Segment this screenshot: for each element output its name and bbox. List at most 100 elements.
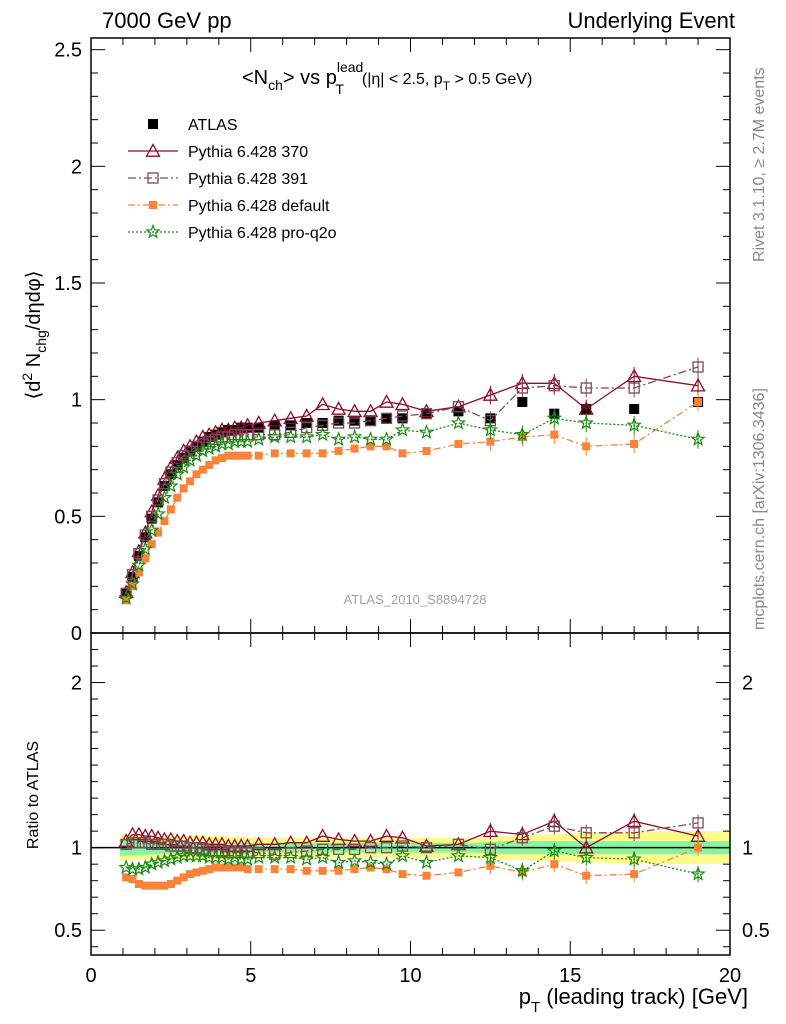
ratio-point [243,865,252,874]
ratio-point [141,881,150,890]
ratio-point [516,832,528,844]
legend-marker [145,143,161,157]
data-point [224,451,233,460]
rivet-info: Rivet 3.1.10, ≥ 2.7M events [751,67,768,262]
ratio-point [380,842,393,854]
data-point [450,414,467,430]
data-point [692,361,704,373]
ratio-point [194,847,211,863]
data-point [194,442,211,458]
data-point [514,426,531,442]
ratio-point [269,848,281,860]
ratio-y-tick-label: 0.5 [54,920,82,942]
ratio-point [214,849,230,865]
x-tick-label: 15 [559,965,581,987]
data-point [147,540,156,549]
ratio-point [302,866,311,875]
data-point [378,431,395,446]
data-point [251,431,267,446]
ratio-point [156,852,173,868]
legend-label: Pythia 6.428 pro-q2o [188,225,337,242]
ratio-y-tick-label-right: 2 [742,673,753,695]
data-point [283,410,299,425]
data-point [254,451,263,460]
ratio-point [364,842,377,854]
data-point [452,401,465,413]
data-point [285,420,296,431]
data-point [251,415,267,429]
ratio-point [163,850,179,866]
analysis-id: ATLAS_2010_S8894728 [344,592,487,607]
ratio-point [690,865,706,881]
ratio-point [316,843,329,855]
ratio-y-tick-label-right: 1 [742,838,753,860]
data-point [233,419,249,434]
ratio-point [118,859,134,875]
ratio-frame [90,632,731,956]
ratio-point [626,851,642,866]
ratio-y-tick-label-right: 0.5 [742,920,770,942]
data-point [134,568,143,577]
ratio-point [192,868,201,877]
ratio-point [173,876,182,885]
data-point [188,447,205,463]
ratio-point [382,865,391,874]
ratio-point [230,863,239,872]
data-point [166,505,175,514]
data-point [139,529,151,541]
data-point [198,465,207,474]
data-point [186,477,195,486]
ratio-point [418,854,435,870]
ratio-point [126,837,139,849]
data-point [346,403,363,418]
data-point [146,513,157,524]
data-point [154,528,163,537]
y-tick-label: 2.5 [54,40,82,62]
data-point [694,398,703,406]
ratio-point [166,879,175,888]
ratio-point [694,843,703,852]
data-point [182,452,198,467]
ratio-point [318,866,327,875]
ratio-point [450,847,467,863]
data-point [243,451,252,460]
ratio-point [398,870,407,879]
data-point [394,421,411,437]
data-point [156,489,173,505]
data-point [517,397,528,407]
data-point [217,454,226,462]
ratio-point [301,845,313,857]
ratio-point [128,875,137,884]
ratio-point [546,842,563,858]
data-point [690,377,706,392]
ratio-point [580,827,592,839]
data-point [418,424,435,439]
data-point [630,440,639,448]
legend-marker [148,119,158,129]
data-point [301,422,313,434]
ratio-point [378,856,395,871]
data-point [242,422,253,433]
header-energy: 7000 GeV pp [102,8,232,33]
data-point [220,435,237,451]
data-point [197,438,209,450]
legend-marker [149,201,157,209]
data-point [350,444,359,453]
ratio-point [198,866,207,875]
data-point [302,449,311,458]
ratio-point [314,849,331,865]
data-point [124,575,141,591]
data-point [486,437,495,446]
ratio-point [422,871,431,880]
ratio-point [150,829,166,844]
data-point [201,440,218,456]
data-point [482,421,499,437]
data-point [237,451,246,460]
ratio-point [350,865,359,874]
ratio-point [270,865,279,874]
ratio-point [266,849,283,865]
ratio-point [394,847,411,863]
data-point [378,394,395,408]
data-point [318,449,327,458]
data-point [364,415,377,427]
